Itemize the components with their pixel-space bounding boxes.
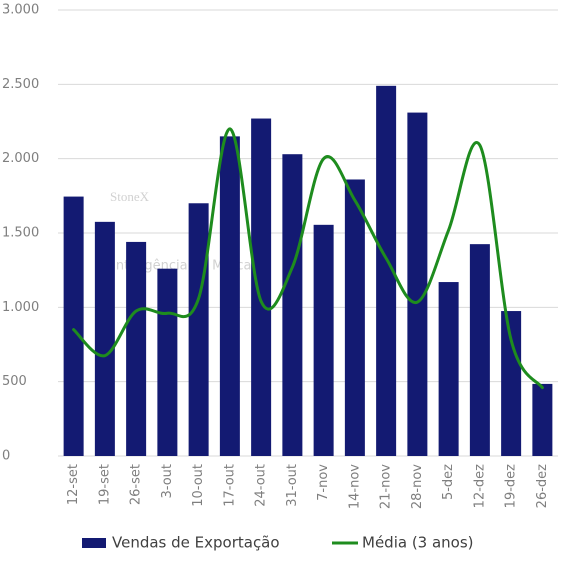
x-tick-label: 21-nov [379,464,394,509]
watermark-title: StoneX [110,189,150,204]
bar [376,85,397,456]
bar [219,136,240,456]
x-tick-label: 24-out [254,464,269,507]
y-tick-label: 1.000 [2,300,39,315]
x-tick-label: 10-out [191,464,206,507]
x-tick-label: 14-nov [347,464,362,509]
x-tick-label: 3-out [160,464,175,499]
bar [469,244,490,456]
y-tick-label: 1.500 [2,226,39,241]
x-tick-label: 26-set [129,464,144,505]
x-tick-label: 7-nov [316,464,331,501]
x-tick-label: 19-dez [504,464,519,508]
bar [251,118,272,456]
bar [501,311,522,456]
line [72,127,544,390]
bar [94,221,115,456]
x-tick-label: 12-dez [472,464,487,508]
x-tick-label: 28-nov [410,464,425,509]
y-tick-label: 2.000 [2,151,39,166]
bar [126,241,147,456]
x-tick-label: 12-set [66,464,81,505]
y-tick-label: 2.500 [2,77,39,92]
legend-swatch [82,538,106,548]
bar [344,179,365,457]
legend-label: Vendas de Exportação [112,534,280,552]
bar [313,224,334,456]
x-tick-label: 19-set [97,464,112,505]
bar [438,282,459,456]
x-tick-label: 5-dez [441,464,456,500]
bar [532,383,553,456]
bar [407,112,428,456]
bar [157,268,178,456]
legend-label: Média (3 anos) [362,534,474,552]
x-tick-label: 26-dez [535,464,550,508]
y-tick-label: 0 [2,449,10,464]
bar [188,203,209,456]
y-tick-label: 500 [2,374,27,389]
y-tick-label: 3.000 [2,3,39,18]
bar [63,196,84,456]
x-tick-label: 31-out [285,464,300,507]
x-tick-label: 17-out [222,464,237,507]
bar [282,154,303,456]
